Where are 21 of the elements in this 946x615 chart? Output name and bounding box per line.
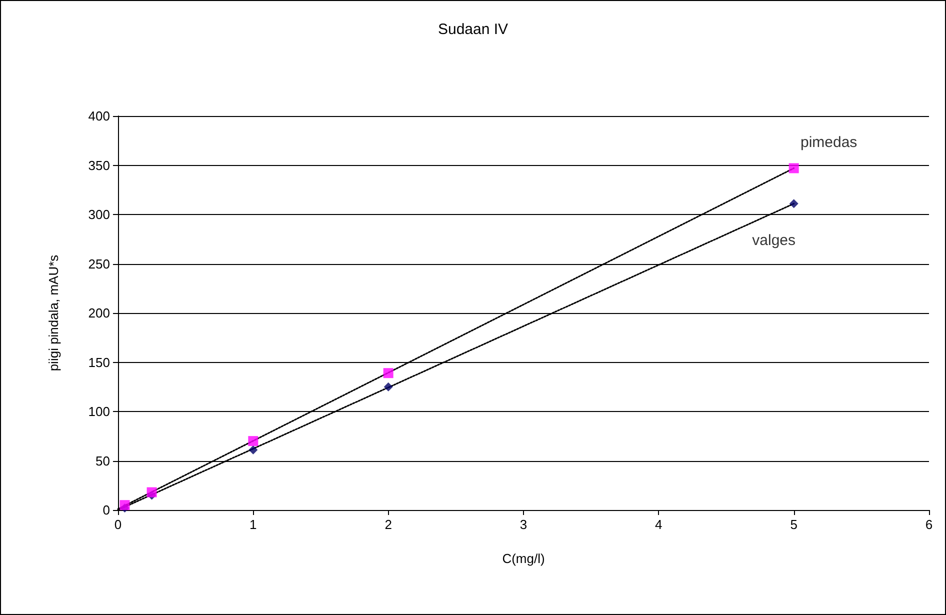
- y-tick-label: 0: [102, 502, 110, 518]
- chart-title: Sudaan IV: [438, 21, 508, 38]
- series-label: valges: [752, 232, 796, 250]
- x-tick-label: 6: [925, 517, 933, 532]
- x-tick-label: 3: [520, 517, 528, 532]
- y-tick-label: 350: [88, 158, 110, 173]
- y-axis-title: piigi pindala, mAU*s: [46, 254, 61, 372]
- y-tick-label: 300: [88, 207, 110, 222]
- x-axis-title: C(mg/l): [502, 551, 545, 566]
- x-tick-label: 1: [250, 517, 257, 532]
- y-tick-label: 150: [88, 354, 110, 370]
- x-tick-label: 2: [384, 517, 392, 532]
- y-tick-label: 50: [96, 453, 110, 468]
- x-tick-label: 0: [114, 517, 122, 532]
- x-tick-label: 4: [655, 517, 662, 532]
- y-tick-label: 250: [88, 256, 110, 272]
- y-tick-label: 200: [88, 306, 110, 320]
- y-tick-label: 400: [88, 108, 110, 124]
- y-tick-label: 100: [88, 404, 110, 419]
- series-label: pimedas: [800, 134, 858, 152]
- x-tick-label: 5: [790, 517, 798, 532]
